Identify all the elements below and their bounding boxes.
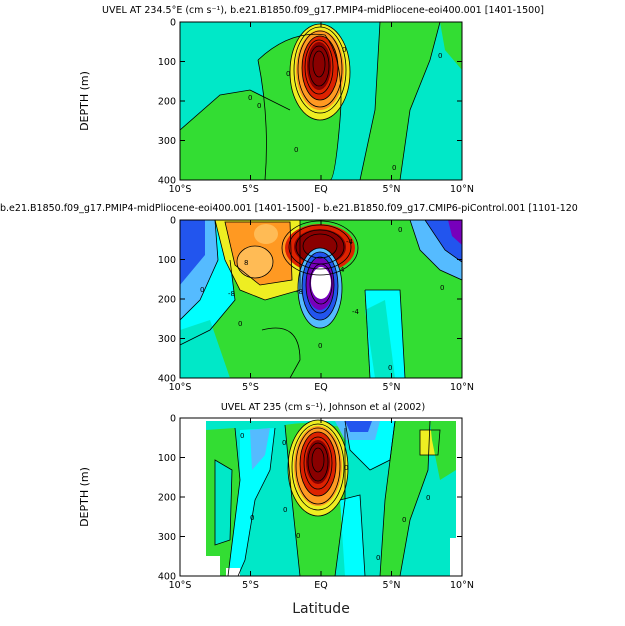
- panel-3: UVEL AT 235 (cm s⁻¹), Johnson et al (200…: [78, 402, 474, 617]
- panel-3-ylabel: DEPTH (m): [78, 467, 91, 527]
- contour-label: 0: [342, 46, 346, 54]
- y-tick-label: 200: [158, 97, 176, 108]
- y-tick-label: 200: [158, 493, 176, 504]
- panel-1-axes: 10°S 5°S EQ 5°N 10°N 0 100 200 300 400: [158, 18, 474, 196]
- y-tick-label: 0: [170, 414, 176, 425]
- y-tick-label: 100: [158, 255, 176, 266]
- x-tick-label: 5°N: [383, 382, 401, 393]
- y-tick-label: 400: [158, 374, 176, 385]
- y-tick-label: 100: [158, 57, 176, 68]
- x-axis-label: Latitude: [292, 601, 350, 617]
- contour-label: 0: [440, 284, 444, 292]
- panel-3-field: [180, 418, 462, 576]
- x-tick-label: 5°S: [242, 184, 259, 195]
- contour-label: 0: [402, 516, 406, 524]
- contour-label: -8: [228, 290, 235, 298]
- y-tick-label: 300: [158, 136, 176, 147]
- contour-label: 0: [426, 494, 430, 502]
- panel-1-ylabel: DEPTH (m): [78, 71, 91, 131]
- contour-label: 0: [200, 286, 204, 294]
- panel-3-axes: 10°S 5°S EQ 5°N 10°N 0 100 200 300 400: [158, 414, 474, 592]
- x-tick-label: 5°N: [383, 184, 401, 195]
- y-tick-label: 0: [170, 18, 176, 29]
- x-tick-label: 10°N: [450, 382, 474, 393]
- contour-label: 0: [318, 342, 322, 350]
- y-tick-label: 200: [158, 295, 176, 306]
- panel-2: b.e21.B1850.f09_g17.PMIP4-midPliocene-eo…: [0, 203, 578, 393]
- y-tick-label: 400: [158, 176, 176, 187]
- panel-2-title: b.e21.B1850.f09_g17.PMIP4-midPliocene-eo…: [0, 203, 578, 214]
- contour-label: 0: [282, 439, 286, 447]
- y-tick-label: 300: [158, 532, 176, 543]
- panel-3-title: UVEL AT 235 (cm s⁻¹), Johnson et al (200…: [221, 402, 425, 413]
- x-tick-label: EQ: [314, 580, 327, 591]
- contour-label: 0: [240, 432, 244, 440]
- contour-label: 0: [238, 320, 242, 328]
- y-tick-label: 300: [158, 334, 176, 345]
- panel-1: UVEL AT 234.5°E (cm s⁻¹), b.e21.B1850.f0…: [78, 5, 544, 195]
- contour-label: 0: [248, 94, 252, 102]
- contour-label: 0: [283, 506, 287, 514]
- contour-label: 8: [244, 259, 248, 267]
- x-tick-label: 5°N: [383, 580, 401, 591]
- contour-label: 0: [438, 52, 442, 60]
- y-tick-label: 400: [158, 572, 176, 583]
- x-tick-label: 10°N: [450, 184, 474, 195]
- x-tick-label: 5°S: [242, 382, 259, 393]
- panel-2-field: [180, 220, 462, 378]
- contour-label: 0: [344, 464, 348, 472]
- contour-label: -8: [296, 288, 303, 296]
- x-tick-label: 10°S: [169, 580, 192, 591]
- contour-label: 0: [392, 164, 396, 172]
- contour-label: 0: [294, 146, 298, 154]
- y-tick-label: 0: [170, 216, 176, 227]
- x-tick-label: 10°S: [169, 184, 192, 195]
- contour-label: 0: [257, 102, 261, 110]
- x-tick-label: EQ: [314, 382, 327, 393]
- panel-1-title: UVEL AT 234.5°E (cm s⁻¹), b.e21.B1850.f0…: [102, 5, 544, 16]
- contour-label: 0: [398, 226, 402, 234]
- x-tick-label: 10°S: [169, 382, 192, 393]
- contour-label: -4: [346, 238, 354, 246]
- contour-label: 0: [388, 364, 392, 372]
- contour-label: 0: [250, 514, 254, 522]
- x-tick-label: EQ: [314, 184, 327, 195]
- contour-label: 0: [286, 70, 290, 78]
- contour-label: 0: [376, 554, 380, 562]
- x-tick-label: 10°N: [450, 580, 474, 591]
- contour-label: 4: [340, 266, 345, 274]
- contour-label: -4: [352, 308, 360, 316]
- y-tick-label: 100: [158, 453, 176, 464]
- contour-label: 0: [296, 532, 300, 540]
- x-tick-label: 5°S: [242, 580, 259, 591]
- panel-1-field: [180, 22, 462, 180]
